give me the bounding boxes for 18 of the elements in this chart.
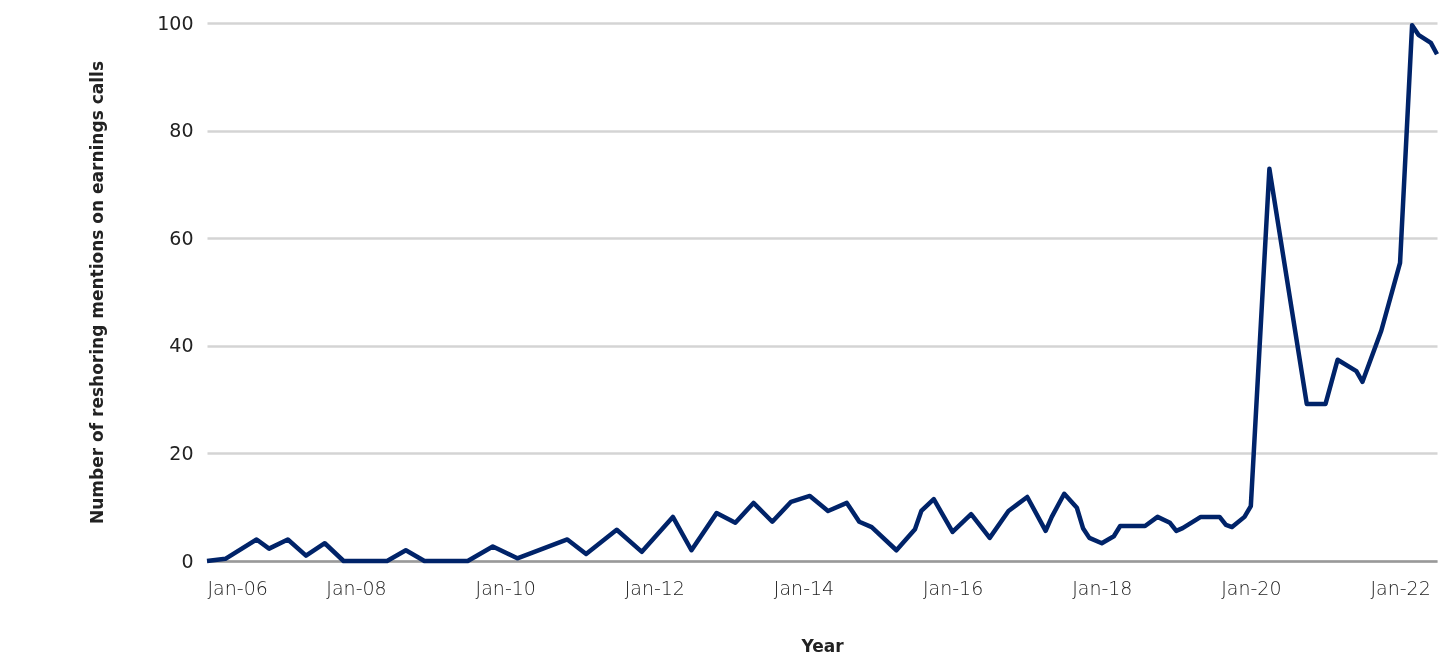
- x-tick-label: Jan-18: [1072, 576, 1133, 599]
- y-tick-label: 0: [181, 549, 194, 572]
- x-tick-label: Jan-10: [475, 576, 536, 599]
- y-tick-label: 20: [169, 441, 194, 464]
- x-tick-label: Jan-14: [773, 576, 835, 599]
- y-tick-label: 60: [169, 226, 194, 249]
- x-tick-label: Jan-16: [922, 576, 984, 599]
- x-axis-title: Year: [800, 635, 845, 656]
- x-tick-label: Jan-08: [326, 576, 387, 599]
- x-tick-label: Jan-22: [1370, 576, 1431, 599]
- y-tick-label: 40: [169, 334, 194, 357]
- x-tick-label: Jan-20: [1221, 576, 1282, 599]
- x-tick-label: Jan-06: [207, 576, 268, 599]
- y-axis-title: Number of reshoring mentions on earnings calls: [87, 60, 108, 525]
- line-series: [204, 22, 1440, 564]
- y-tick-label: 80: [169, 119, 194, 142]
- y-tick-label: 100: [157, 11, 194, 34]
- x-tick-label: Jan-12: [624, 576, 685, 599]
